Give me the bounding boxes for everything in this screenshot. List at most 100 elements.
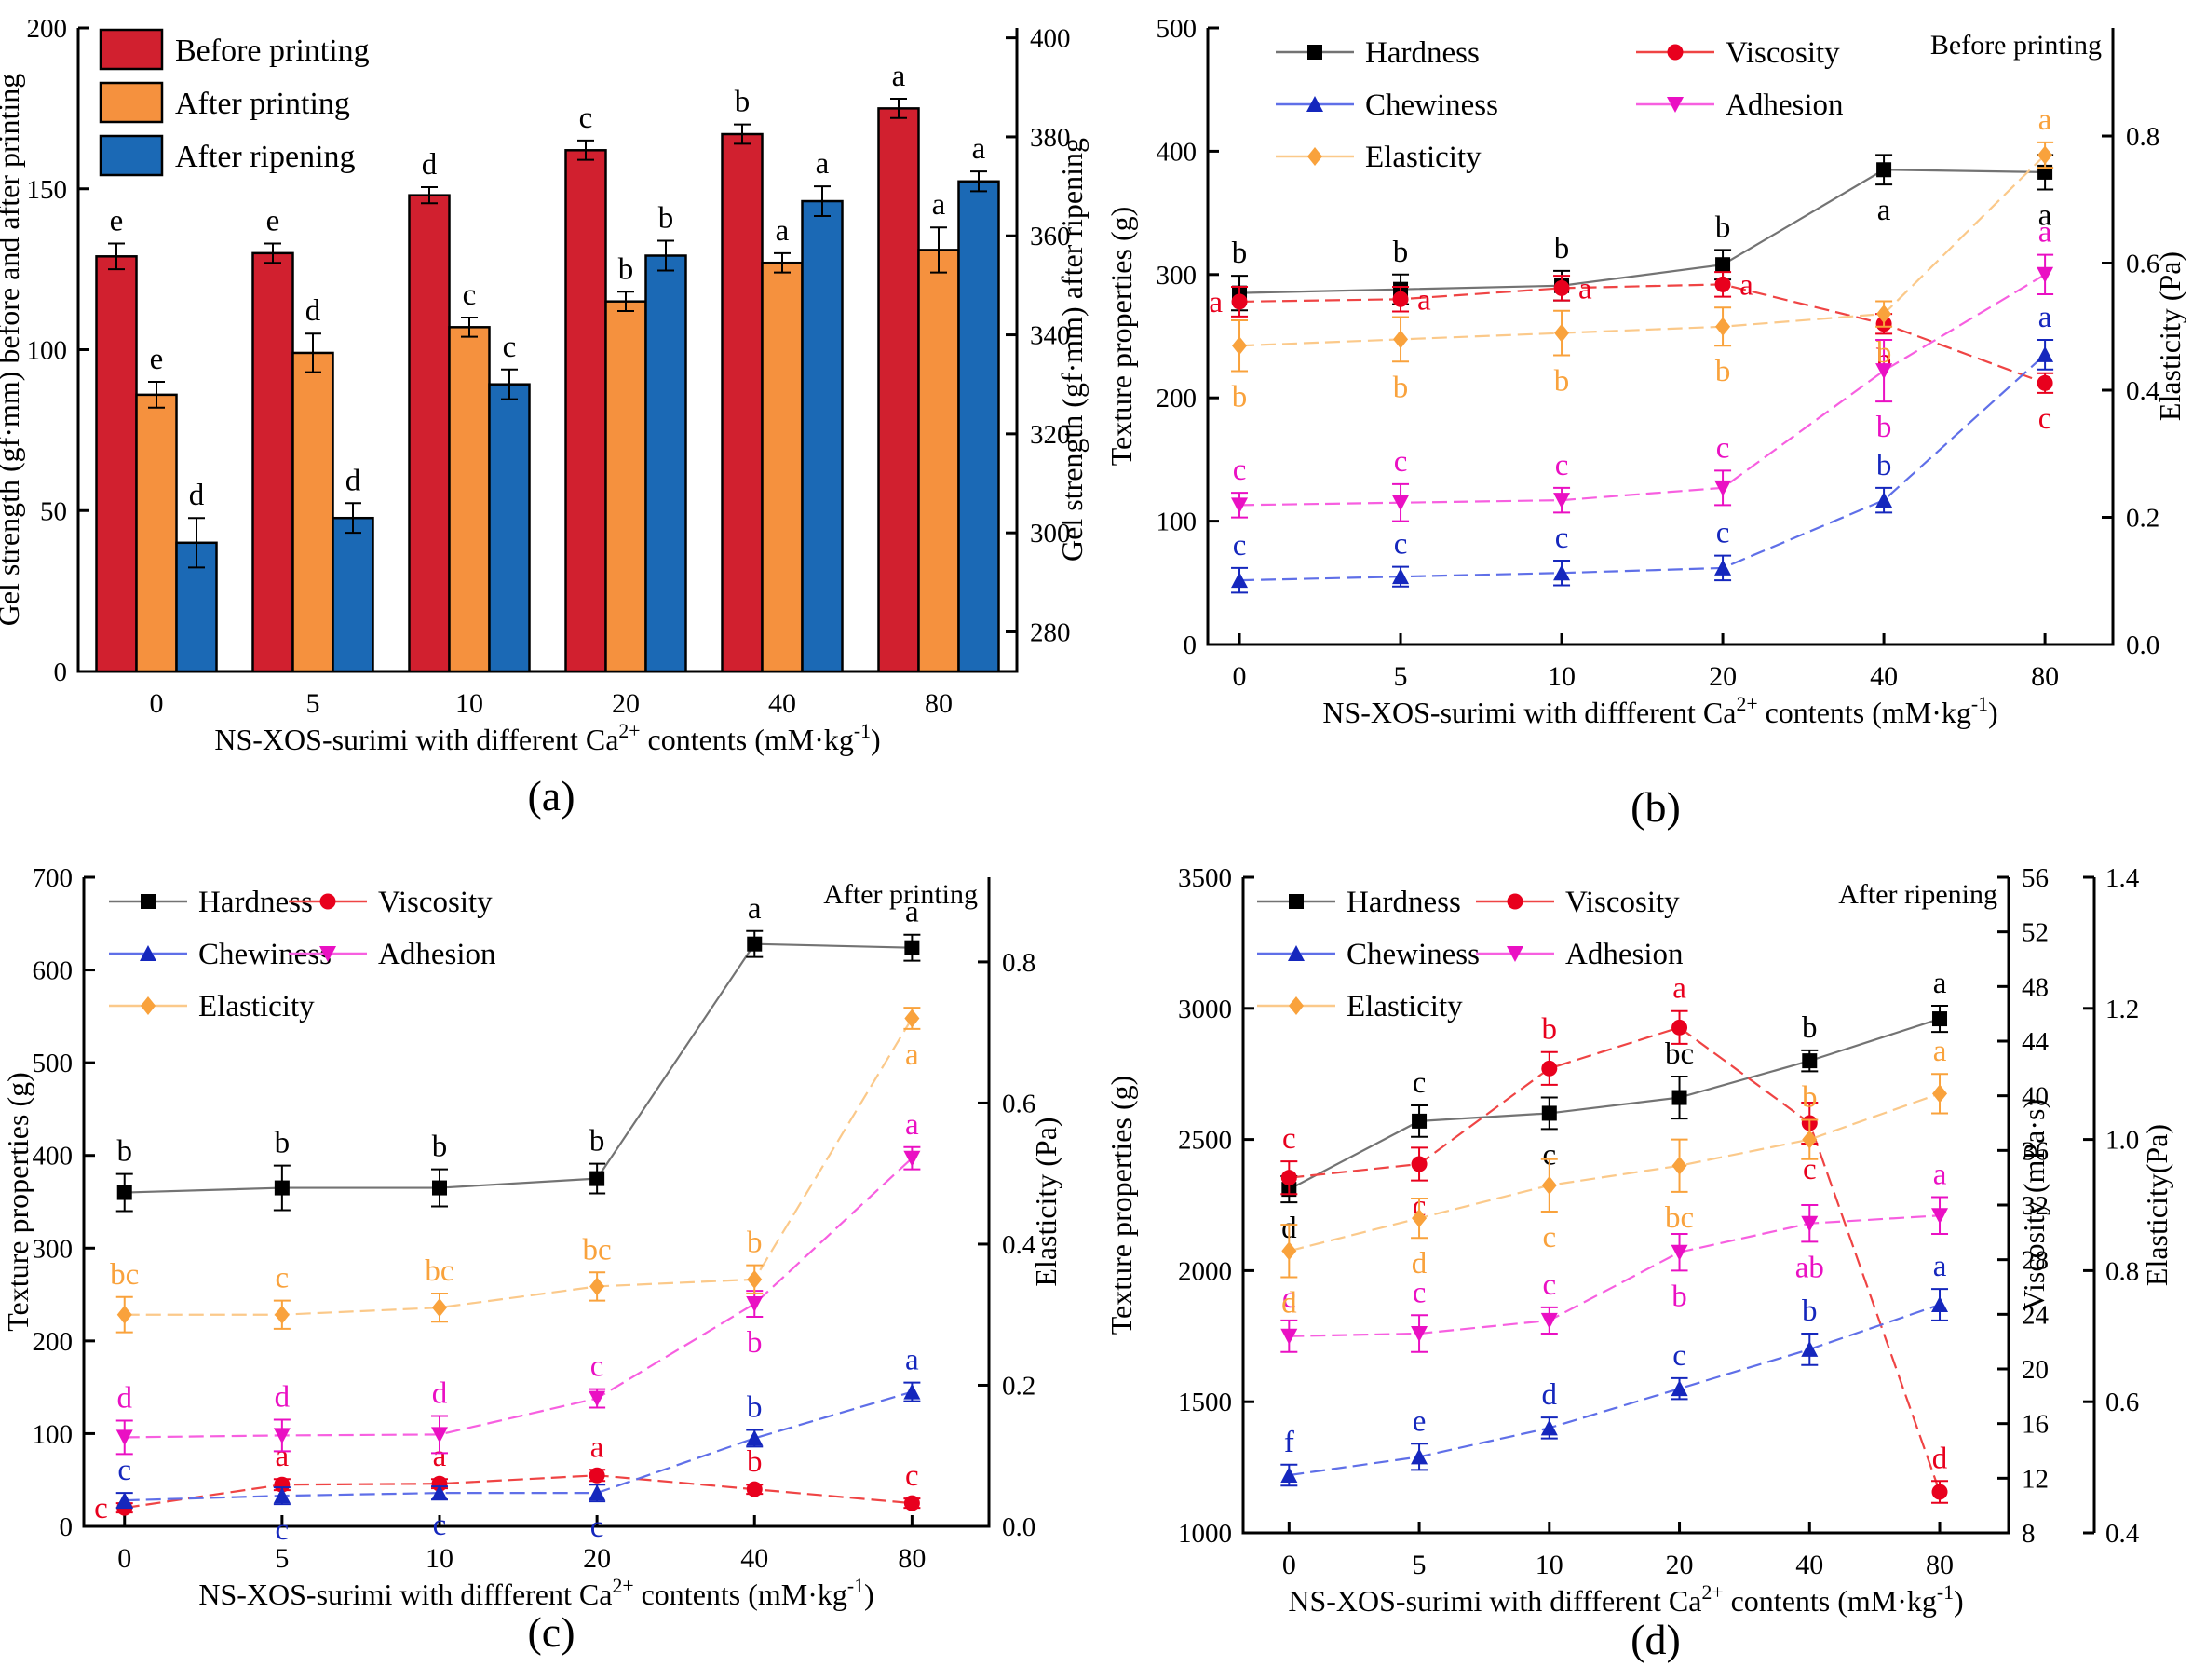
y-tick-label: 360 <box>1030 222 1071 251</box>
y-tick-label: 100 <box>1157 508 1198 537</box>
legend-label: Viscosity <box>1726 36 1840 70</box>
x-tick-label: 0 <box>117 1543 131 1574</box>
y-axis-title-right: Elasticity (Pa) <box>2153 251 2186 421</box>
y-tick-label: 1.4 <box>2105 863 2140 893</box>
x-tick-label: 40 <box>1870 661 1898 692</box>
sig-letter: c <box>1394 445 1408 479</box>
y-axis-title-right: Viscosity (mPa·s) <box>2017 1099 2050 1311</box>
sig-letter: b <box>432 1131 448 1164</box>
legend-label: Elasticity <box>1347 990 1463 1023</box>
legend-label: After ripening <box>175 140 356 174</box>
x-tick-label: 5 <box>1394 661 1408 692</box>
x-axis-title: NS-XOS-surimi with different Ca2+ conten… <box>214 720 880 756</box>
legend: HardnessChewinessElasticityViscosityAdhe… <box>1257 886 1684 1023</box>
legend-label: Adhesion <box>1565 938 1684 971</box>
y-tick-label: 0 <box>1184 630 1198 660</box>
x-axis-title: NS-XOS-surimi with diffferent Ca2+ conte… <box>1322 693 1997 729</box>
sig-letter: a <box>590 1430 604 1464</box>
sig-letter: b <box>1542 1013 1558 1047</box>
y-tick-label: 44 <box>2022 1027 2050 1057</box>
sig-letter: a <box>905 1344 919 1377</box>
sig-letter: a <box>1877 194 1891 227</box>
y-tick-label: 500 <box>33 1049 74 1078</box>
legend-label: Elasticity <box>198 990 315 1023</box>
y-tick-label: 1500 <box>1178 1388 1232 1417</box>
sig-letter: a <box>776 214 790 248</box>
sig-letter: b <box>1802 1294 1818 1328</box>
sig-letter: a <box>1672 972 1686 1006</box>
y-axis-title-left: Texture properties (g) <box>1 1072 34 1332</box>
y-tick-label: 300 <box>1030 519 1071 549</box>
y-tick-label: 400 <box>1157 137 1198 167</box>
y-tick-label: 300 <box>33 1234 74 1264</box>
y-tick-label: 0.4 <box>2105 1519 2140 1549</box>
legend-label: Viscosity <box>1565 886 1680 919</box>
sig-letter: a <box>433 1440 447 1473</box>
sig-letter: b <box>116 1135 132 1169</box>
sig-letter: b <box>1802 1011 1818 1045</box>
x-tick-label: 80 <box>1926 1550 1954 1580</box>
sig-letter: a <box>2038 198 2052 232</box>
sig-letter: ab <box>1795 1251 1824 1284</box>
y-tick-label: 400 <box>33 1142 74 1172</box>
sig-letter: b <box>1876 449 1892 482</box>
x-tick-label: 40 <box>1795 1550 1823 1580</box>
legend-label: Chewiness <box>1365 88 1498 122</box>
caption-c: (c) <box>527 1608 575 1656</box>
sig-letter: d <box>422 148 438 182</box>
y-tick-label: 0.4 <box>1002 1230 1036 1260</box>
sig-letter: a <box>1578 272 1592 305</box>
y-axis-title-left: Texture properties (g) <box>1104 1076 1138 1335</box>
x-tick-label: 40 <box>768 688 796 719</box>
x-tick-label: 80 <box>898 1543 926 1574</box>
x-tick-label: 0 <box>150 688 164 719</box>
panel-c-texture-after-printing-chart: 0 100 200 300 400 500 600 700 Texture properties… <box>0 840 1103 1680</box>
y-tick-label: 0.0 <box>1002 1512 1035 1542</box>
y-tick-label: 2000 <box>1178 1256 1232 1286</box>
sig-letter: a <box>2038 216 2052 250</box>
y-tick-label: 400 <box>1030 24 1071 54</box>
sig-letter: a <box>1209 286 1223 319</box>
sig-letter: b <box>618 252 634 286</box>
y-tick-label: 3000 <box>1178 995 1232 1024</box>
x-tick-label: 20 <box>1709 661 1737 692</box>
y-tick-label: 200 <box>33 1327 74 1357</box>
x-tick-label: 20 <box>583 1543 611 1574</box>
y-tick-label: 0.8 <box>2105 1256 2139 1286</box>
y-tick-label: 700 <box>33 863 74 893</box>
sig-letter: a <box>905 1038 919 1072</box>
legend-label: Adhesion <box>1726 88 1844 122</box>
legend-label: Elasticity <box>1365 141 1482 174</box>
series-after-printing: e d c b a a <box>135 188 960 673</box>
sig-letter: c <box>1233 529 1247 562</box>
sig-letter: b <box>747 1390 763 1424</box>
sig-letter: b <box>1393 236 1409 269</box>
sig-letter: e <box>110 204 124 237</box>
y-tick-label: 48 <box>2022 972 2049 1002</box>
sig-letter: bc <box>1665 1201 1694 1235</box>
sig-letter: a <box>1933 967 1947 1000</box>
sig-letter: a <box>2038 301 2052 334</box>
sig-letter: b <box>747 1226 763 1260</box>
y-tick-label: 0 <box>54 657 68 687</box>
y-tick-label: 1000 <box>1178 1519 1232 1549</box>
panel-title: After ripening <box>1838 879 1997 910</box>
panel-b-texture-before-printing-chart: 0 100 200 300 400 500 Texture properties (g) 0.… <box>1103 0 2206 840</box>
sig-letter: c <box>1282 1122 1296 1156</box>
legend-label: Chewiness <box>1347 938 1480 971</box>
y-axis-title-right: Elasticity (Pa) <box>1029 1117 1062 1286</box>
sig-letter: b <box>275 1127 291 1160</box>
sig-letter: b <box>1876 336 1892 370</box>
sig-letter: c <box>590 1350 604 1384</box>
y-axis-title-left: Texture properties (g) <box>1104 207 1138 467</box>
legend-label: Before printing <box>175 34 370 68</box>
legend: HardnessChewinessElasticityViscosityAdhe… <box>109 886 496 1023</box>
y-tick-label: 28 <box>2022 1246 2049 1276</box>
y-tick-label: 500 <box>1157 14 1198 44</box>
sig-letter: b <box>1232 237 1248 270</box>
sig-letter: a <box>972 132 986 166</box>
